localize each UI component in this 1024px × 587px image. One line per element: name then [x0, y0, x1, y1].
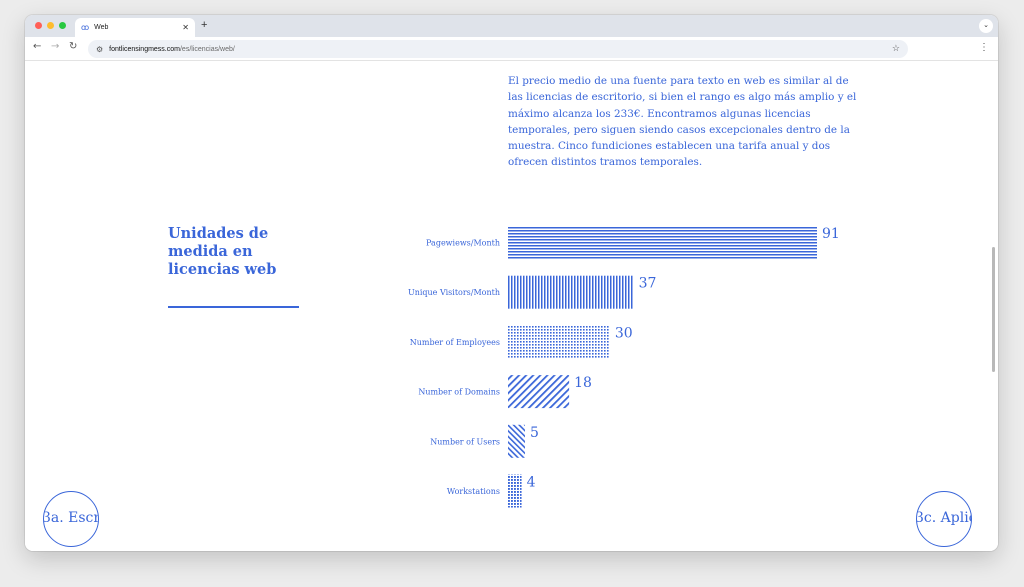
close-tab-icon[interactable]: ✕	[182, 23, 189, 32]
section-divider	[168, 306, 299, 308]
bar-value-label: 91	[822, 226, 840, 242]
bar	[508, 424, 525, 458]
tab-title: Web	[94, 24, 109, 31]
license-units-bar-chart: Pagewiews/Month 91 Unique Visitors/Month 37…	[408, 226, 840, 508]
bar-category-label: Number of Domains	[418, 388, 500, 397]
browser-tab[interactable]: ꝏ Web ✕	[75, 18, 195, 37]
next-section-link[interactable]: 3c. Aplicaciones	[916, 491, 972, 547]
tab-strip: ꝏ Web ✕ + ⌄	[25, 15, 998, 37]
url-path: /es/licencias/web/	[179, 45, 235, 53]
bar	[508, 275, 634, 309]
window-controls	[35, 22, 66, 29]
minimize-window-button[interactable]	[47, 22, 54, 29]
browser-menu-icon[interactable]: ⋮	[979, 42, 989, 53]
bar-category-label: Pagewiews/Month	[426, 239, 500, 248]
bar-category-label: Number of Employees	[410, 338, 500, 347]
bar-value-label: 18	[574, 375, 592, 391]
prev-section-link[interactable]: 3a. Escritorio	[43, 491, 99, 547]
bar	[508, 474, 522, 508]
close-window-button[interactable]	[35, 22, 42, 29]
vertical-scrollbar[interactable]	[992, 247, 995, 372]
site-favicon-icon: ꝏ	[81, 23, 90, 32]
tab-search-chevron-icon[interactable]: ⌄	[979, 19, 993, 33]
site-settings-icon[interactable]: ⚙	[96, 44, 104, 54]
forward-arrow-icon[interactable]: →	[51, 41, 60, 52]
back-arrow-icon[interactable]: ←	[33, 41, 42, 52]
new-tab-icon[interactable]: +	[201, 19, 208, 31]
bar	[508, 375, 570, 409]
bar-category-label: Number of Users	[430, 437, 500, 446]
reload-icon[interactable]: ↻	[69, 41, 78, 52]
next-section-label: 3c. Aplicaciones	[916, 510, 971, 526]
address-bar[interactable]: ⚙ fontlicensingmess.com/es/licencias/web…	[88, 40, 908, 58]
bar-value-label: 4	[527, 475, 536, 491]
prev-section-label: 3a. Escritorio	[43, 510, 98, 526]
bar	[508, 325, 610, 359]
browser-toolbar: ← → ↻ ⚙ fontlicensingmess.com/es/licenci…	[25, 37, 998, 61]
bar-value-label: 5	[530, 425, 539, 441]
bar	[508, 226, 817, 259]
bar-category-label: Workstations	[447, 487, 500, 496]
bar-value-label: 30	[615, 325, 633, 341]
intro-paragraph: El precio medio de una fuente para texto…	[508, 75, 857, 169]
url-host: fontlicensingmess.com	[109, 45, 180, 53]
maximize-window-button[interactable]	[59, 22, 66, 29]
bar-category-label: Unique Visitors/Month	[408, 288, 500, 297]
bar-value-label: 37	[639, 276, 657, 292]
section-title: Unidades de medida en licencias web	[168, 225, 277, 278]
page-content: El precio medio de una fuente para texto…	[25, 62, 998, 551]
browser-window: ꝏ Web ✕ + ⌄ ← → ↻ ⚙ fontlicensingmess.co…	[25, 15, 998, 551]
bookmark-star-icon[interactable]: ☆	[891, 43, 900, 53]
